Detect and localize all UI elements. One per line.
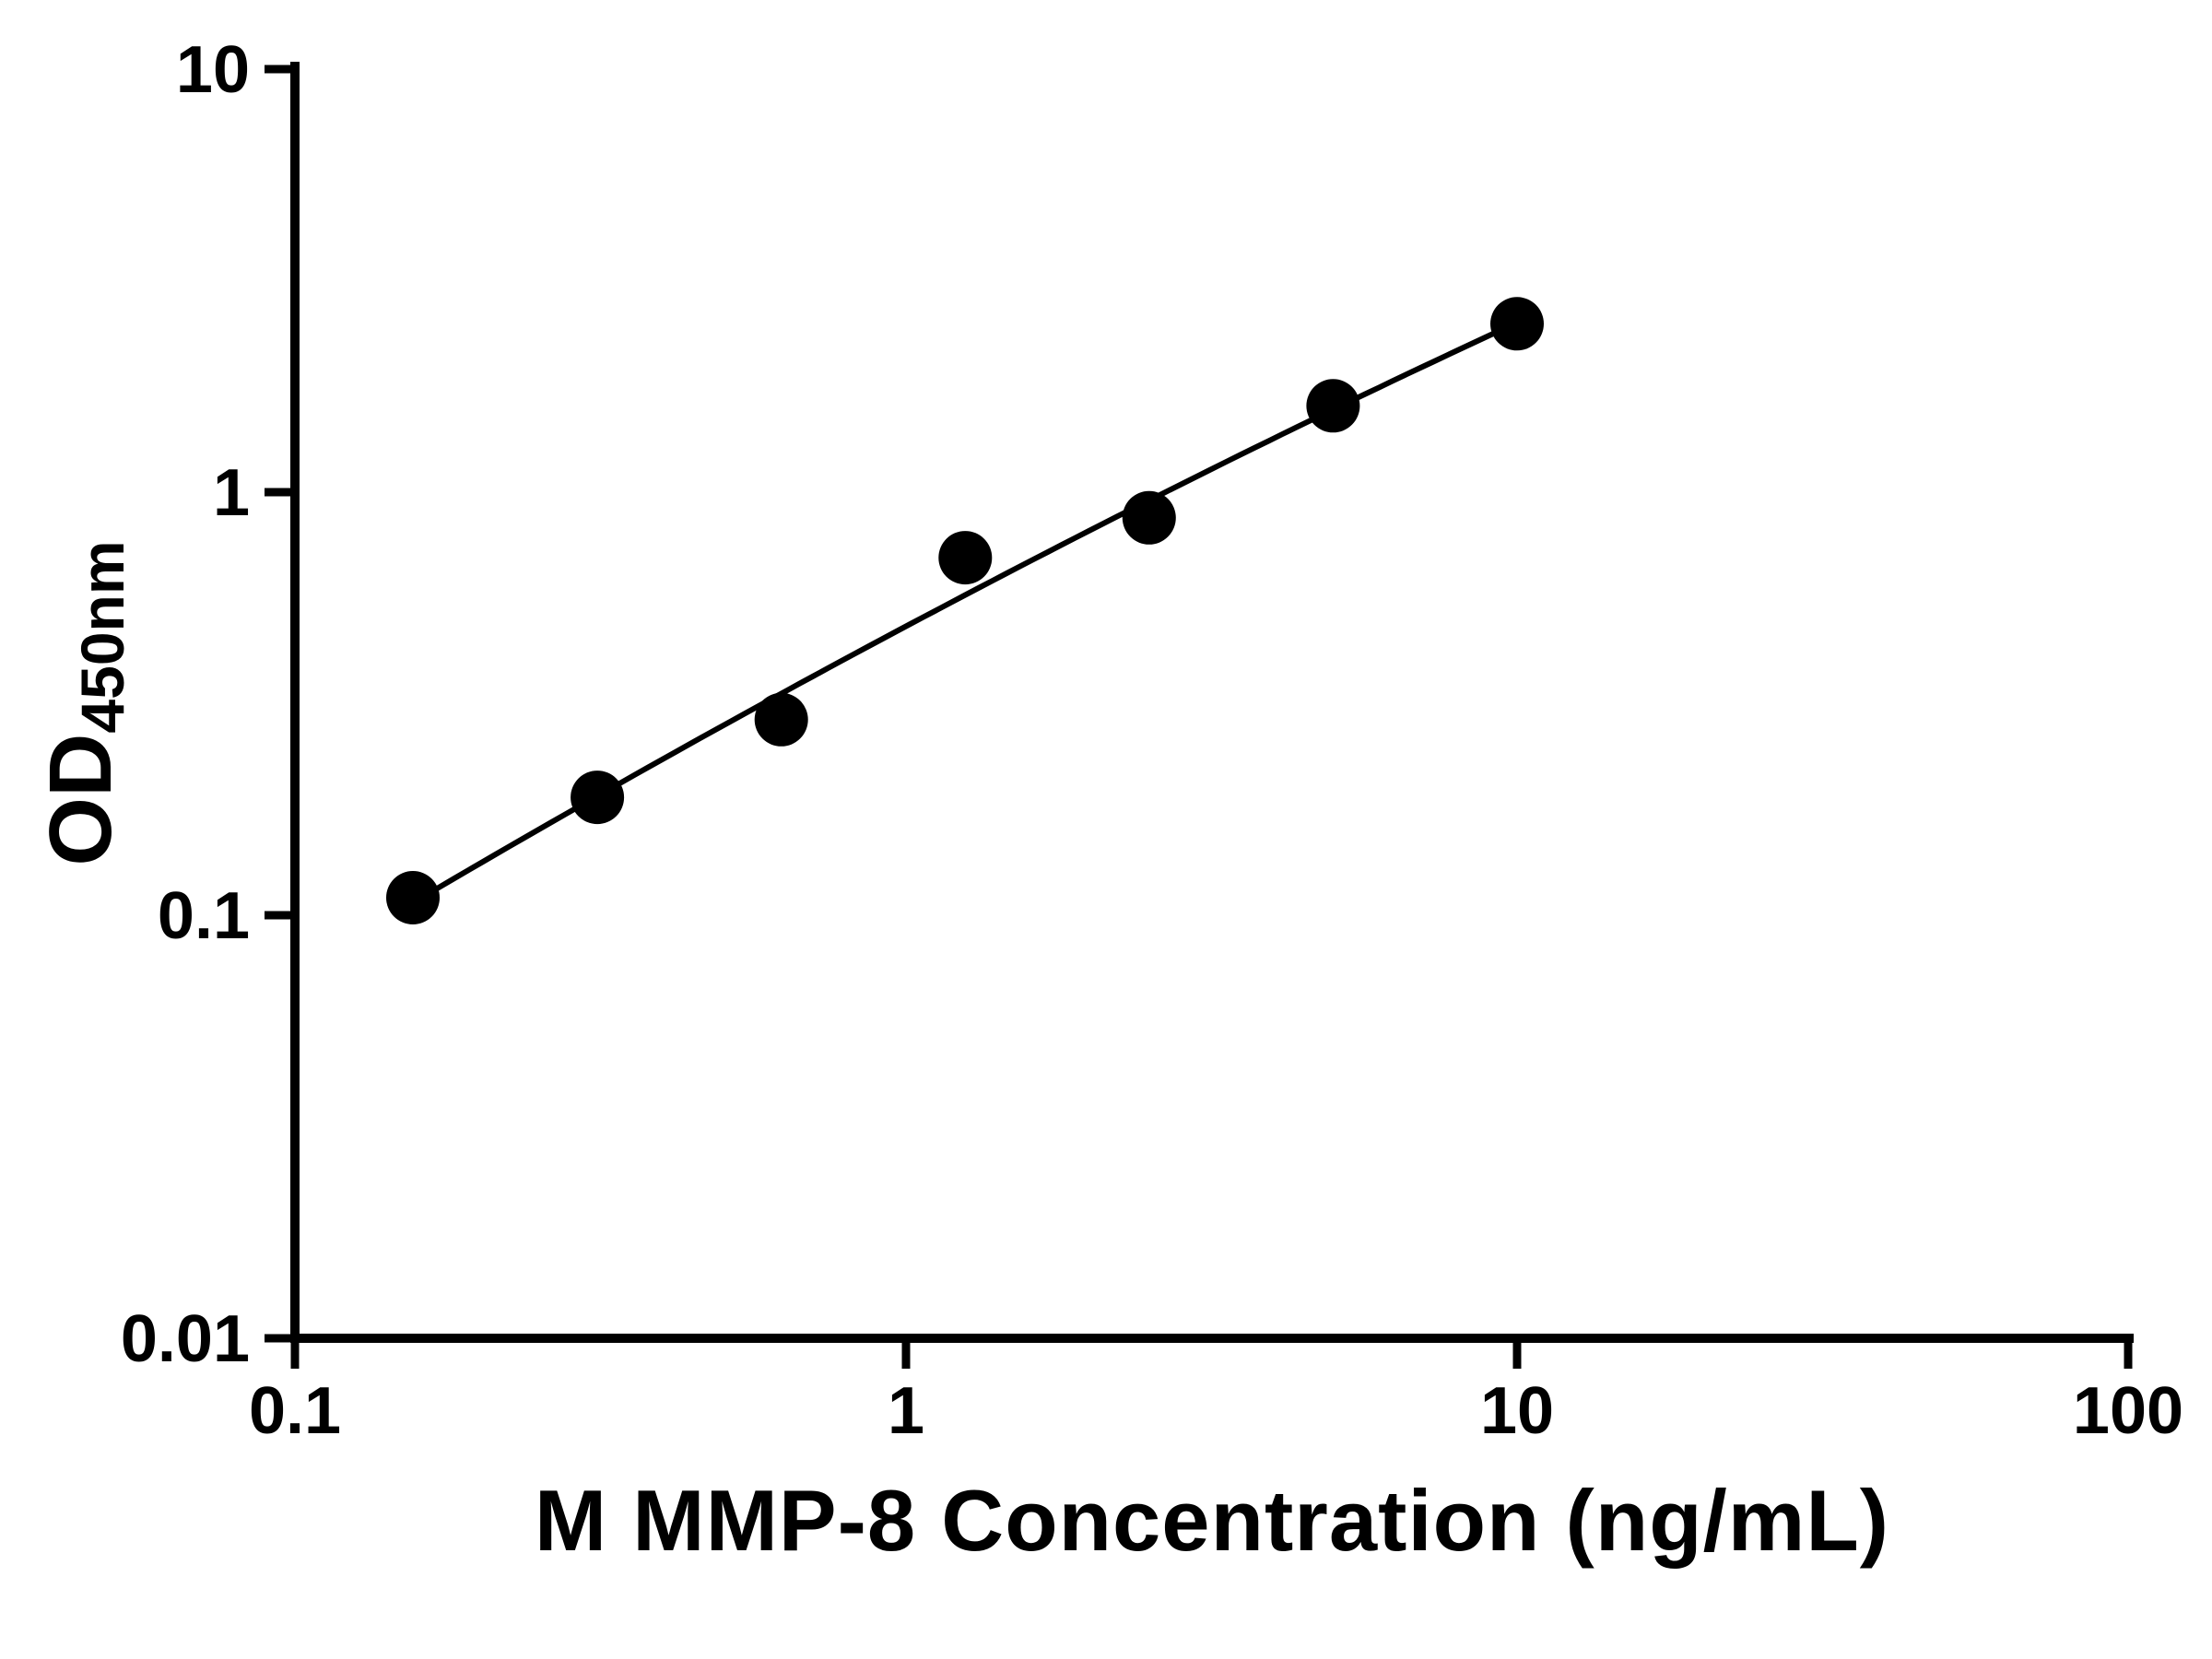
y-tick-label: 0.1 bbox=[158, 879, 250, 953]
y-axis-title-subscript: 450nm bbox=[68, 540, 136, 734]
y-axis-title-main: OD bbox=[31, 733, 130, 866]
x-tick-label: 0.1 bbox=[249, 1374, 341, 1448]
y-axis-title: OD450nm bbox=[30, 540, 136, 866]
data-point bbox=[1122, 490, 1176, 545]
y-tick-label: 0.01 bbox=[121, 1302, 250, 1376]
x-tick-label: 100 bbox=[2073, 1374, 2183, 1448]
y-tick-label: 1 bbox=[213, 456, 250, 530]
data-point bbox=[1490, 297, 1544, 351]
x-tick-label: 10 bbox=[1480, 1374, 1554, 1448]
data-point bbox=[386, 871, 440, 924]
data-point bbox=[938, 531, 993, 585]
y-tick-label: 10 bbox=[176, 33, 250, 107]
data-point bbox=[1306, 379, 1360, 433]
data-point bbox=[571, 771, 625, 825]
x-tick-label: 1 bbox=[888, 1374, 924, 1448]
data-point bbox=[754, 692, 808, 747]
x-axis-title: M MMP-8 Concentration (ng/mL) bbox=[534, 1472, 1890, 1569]
